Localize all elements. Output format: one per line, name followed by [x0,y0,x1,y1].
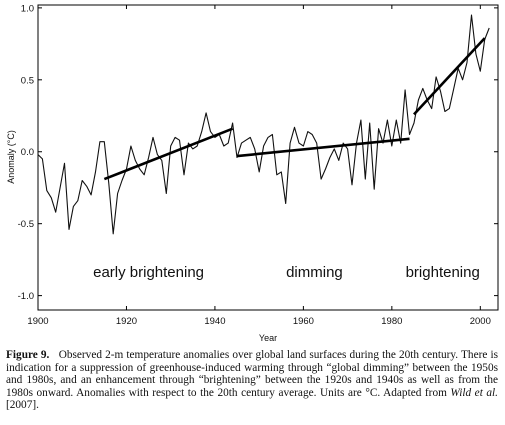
period-label: dimming [286,264,343,281]
x-tick-label: 2000 [470,316,491,327]
x-tick-label: 1960 [293,316,314,327]
y-tick-label: -0.5 [18,219,34,230]
caption-citation-year: [2007]. [6,399,39,412]
y-tick-label: 1.0 [21,3,34,14]
trend-line [103,127,234,181]
anomaly-chart: -1.0 -0.5 0.0 0.5 1.0 1900 1920 1940 1960 1980 20… [6,3,499,343]
x-tick-label: 1980 [381,316,402,327]
y-tick-label: -1.0 [18,291,34,302]
figure-label: Figure 9. [6,349,50,361]
caption-citation-authors: Wild et al. [450,386,498,399]
x-tick-label: 1940 [204,316,225,327]
period-label: early brightening [93,264,204,281]
period-label: brightening [406,264,480,281]
period-annotations: early brightening dimming brightening [93,264,480,281]
trend-line [413,37,486,116]
temperature-anomaly-series [37,14,490,235]
x-tick-label: 1900 [27,316,48,327]
y-axis-title: Anomaly (°C) [6,130,16,184]
y-tick-label: 0.0 [21,147,34,158]
x-axis-ticks: 1900 1920 1940 1960 1980 2000 [27,5,491,327]
y-tick-label: 0.5 [21,75,34,86]
caption-text: Observed 2-m temperature anomalies over … [6,349,498,399]
figure-caption: Figure 9. Observed 2-m temperature anoma… [6,349,498,412]
plot-frame [37,4,499,311]
trend-lines [103,37,486,181]
trend-line [236,137,410,158]
y-axis-ticks: -1.0 -0.5 0.0 0.5 1.0 [18,3,498,302]
x-axis-title: Year [259,333,277,343]
x-tick-label: 1920 [116,316,137,327]
